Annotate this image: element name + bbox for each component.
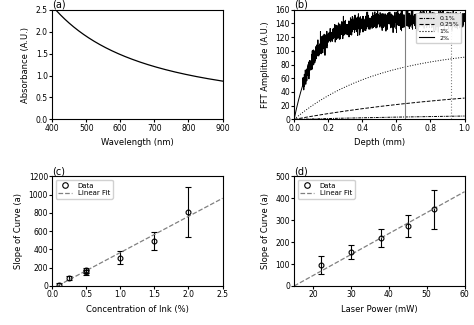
- Legend: Data, Linear Fit: Data, Linear Fit: [55, 180, 113, 199]
- X-axis label: Depth (mm): Depth (mm): [354, 138, 405, 147]
- Text: (a): (a): [52, 0, 66, 10]
- Y-axis label: Slope of Curve (a): Slope of Curve (a): [14, 193, 23, 269]
- X-axis label: Laser Power (mW): Laser Power (mW): [341, 305, 418, 314]
- X-axis label: Wavelength (nm): Wavelength (nm): [101, 138, 173, 147]
- Text: (d): (d): [294, 166, 308, 176]
- X-axis label: Concentration of Ink (%): Concentration of Ink (%): [86, 305, 189, 314]
- Text: (b): (b): [294, 0, 308, 10]
- Y-axis label: Slope of Curve (a): Slope of Curve (a): [261, 193, 270, 269]
- Y-axis label: FFT Amplitude (A.U.): FFT Amplitude (A.U.): [261, 21, 270, 108]
- Legend: Data, Linear Fit: Data, Linear Fit: [298, 180, 355, 199]
- Legend: 0.1%, 0.25%, 1%, 2%: 0.1%, 0.25%, 1%, 2%: [416, 13, 461, 43]
- Y-axis label: Absorbance (A.U.): Absorbance (A.U.): [21, 27, 30, 103]
- Text: (c): (c): [52, 166, 65, 176]
